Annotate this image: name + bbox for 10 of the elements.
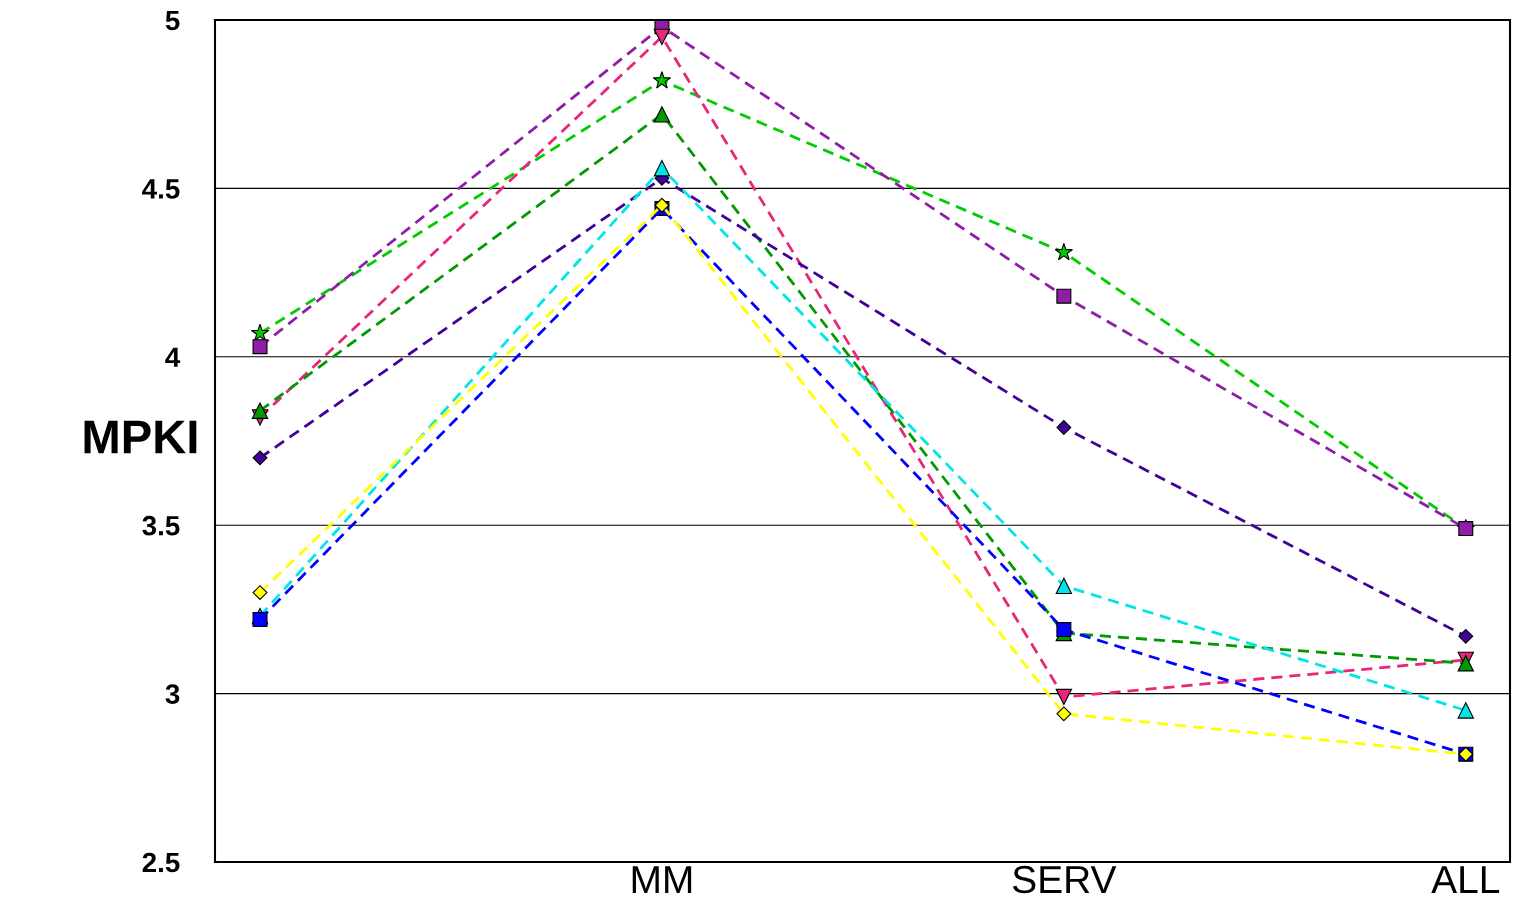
- y-axis-title: MPKI: [84, 420, 197, 454]
- y-tick-label: 2.5: [142, 852, 180, 873]
- y-tick-label: 3: [165, 684, 180, 704]
- y-tick-label: 3.5: [142, 515, 180, 536]
- y-tick-label: 5: [165, 10, 180, 31]
- y-tick-label: 4.5: [142, 179, 180, 199]
- x-tick-label: ALL: [1431, 866, 1500, 893]
- x-tick-label: SERV: [1013, 865, 1117, 894]
- x-tick-label: MM: [632, 866, 692, 893]
- y-tick-label: 4: [165, 347, 181, 367]
